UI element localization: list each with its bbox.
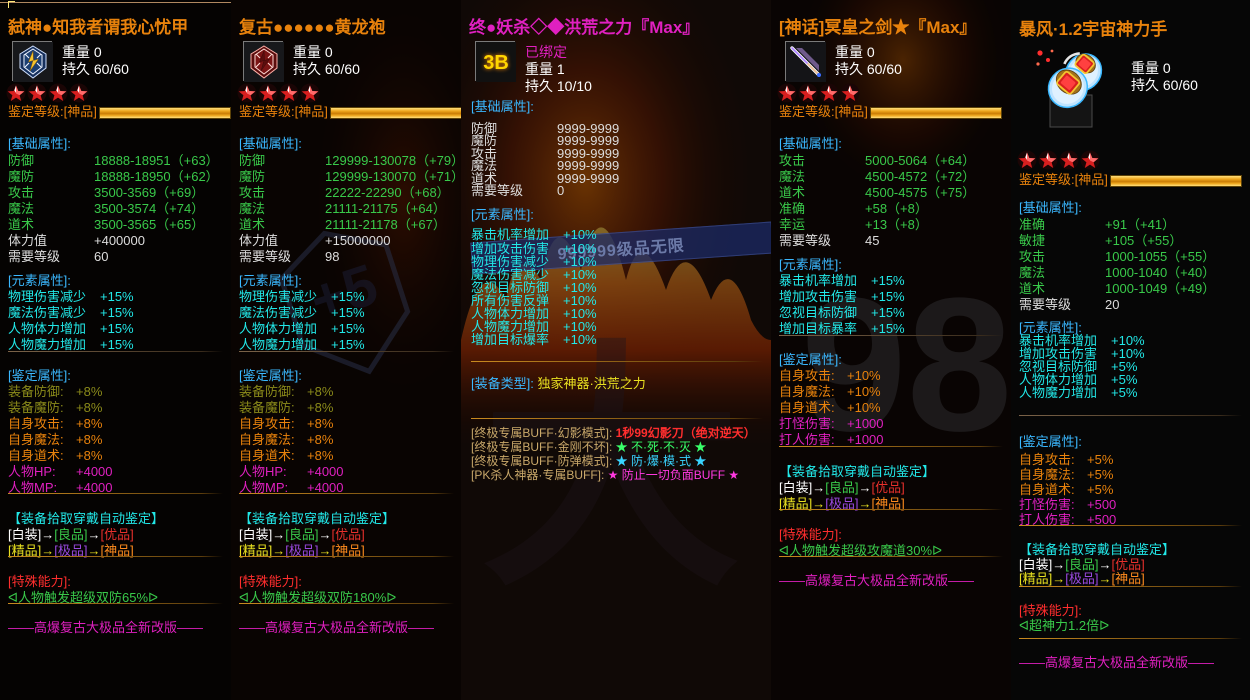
svg-text:3B: 3B — [483, 52, 509, 74]
